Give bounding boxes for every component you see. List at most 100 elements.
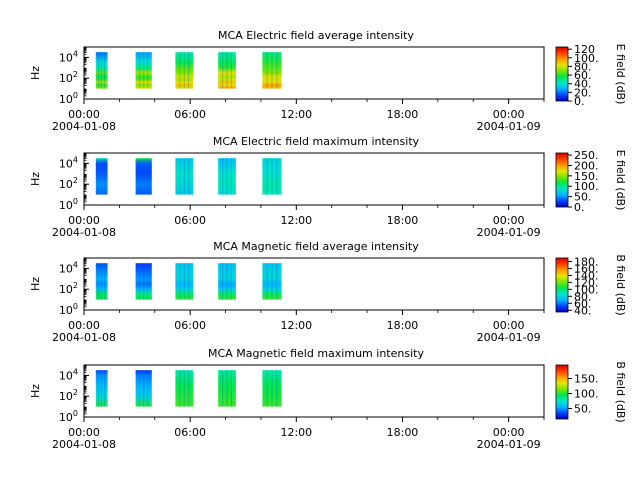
spectrogram-panel-1: MCA Electric field average intensity 100 1… [29,29,627,133]
x-tick-time: 00:00 [68,426,100,439]
spectrogram-panel-2: MCA Electric field maximum intensity 100 1… [29,135,627,239]
spectrogram-segment [95,263,108,300]
colorbar-label: B field (dB) [614,361,627,422]
y-tick-label: 104 [59,260,78,275]
x-tick-date: 2004-01-08 [52,226,116,239]
x-tick-date: 2004-01-08 [52,438,116,451]
x-tick-time: 00:00 [68,319,100,332]
colorbar-tick-label: 250. [574,149,599,162]
y-tick-label: 104 [59,367,78,382]
spectrogram-segment [262,263,282,300]
colorbar-tick-label: 100. [574,180,599,193]
x-tick-date: 2004-01-09 [477,438,541,451]
y-tick-label: 102 [59,388,78,403]
x-tick-date: 2004-01-09 [477,331,541,344]
plot-area [84,258,544,310]
spectrogram-segment [218,158,236,195]
x-tick-time: 00:00 [493,214,525,227]
x-tick-time: 06:00 [174,319,206,332]
plot-area [84,365,544,417]
x-tick-time: 18:00 [387,319,419,332]
colorbar-label: E field (dB) [614,44,627,105]
panel-title: MCA Magnetic field average intensity [213,240,419,253]
x-tick-time: 18:00 [387,108,419,121]
spectrogram-panel-4: MCA Magnetic field maximum intensity 100 1… [29,347,627,451]
colorbar-tick-label: 40. [574,304,592,317]
x-tick-time: 00:00 [493,426,525,439]
colorbar-tick-label: 100. [574,283,599,296]
plot-area [84,47,544,99]
spectrogram-segment [262,158,282,195]
y-tick-label: 104 [59,49,78,64]
x-tick-time: 00:00 [493,319,525,332]
colorbar-tick-label: 180. [574,255,599,268]
colorbar [555,46,569,102]
spectrogram-segment [135,52,152,89]
y-axis-label: Hz [29,172,42,186]
spectrogram-segment [218,263,236,300]
spectrogram-segment [135,263,152,300]
x-tick-time: 12:00 [280,214,312,227]
colorbar-tick-label: 60. [574,69,592,82]
y-axis-label: Hz [29,66,42,80]
x-tick-time: 06:00 [174,214,206,227]
spectrogram-segment [95,158,108,195]
spectrogram-segment [175,263,194,300]
colorbar-tick-label: 150. [574,373,599,386]
x-tick-time: 18:00 [387,214,419,227]
y-tick-label: 102 [59,70,78,85]
colorbar-tick-label: 50. [574,191,592,204]
colorbar-tick-label: 100. [574,388,599,401]
colorbar-tick-label: 100. [574,52,599,65]
y-axis-label: Hz [29,384,42,398]
colorbar [555,152,569,208]
colorbar-tick-label: 150. [574,170,599,183]
colorbar-tick-label: 50. [574,403,592,416]
x-tick-date: 2004-01-08 [52,331,116,344]
x-tick-date: 2004-01-08 [52,120,116,133]
colorbar-tick-label: 140. [574,269,599,282]
y-tick-label: 102 [59,176,78,191]
spectrogram-segment [262,52,282,89]
colorbar-tick-label: 160. [574,262,599,275]
y-tick-label: 102 [59,281,78,296]
spectrogram-segment [262,370,282,407]
colorbar-tick-label: 120. [574,276,599,289]
x-tick-date: 2004-01-09 [477,120,541,133]
panel-title: MCA Electric field maximum intensity [213,135,420,148]
spectrogram-segment [218,52,236,89]
colorbar-tick-label: 80. [574,290,592,303]
y-tick-label: 104 [59,155,78,170]
y-tick-label: 100 [59,91,78,106]
spectrogram-segment [95,370,108,407]
spectrogram-segment [218,370,236,407]
plot-area [84,153,544,205]
panel-title: MCA Magnetic field maximum intensity [208,347,424,360]
colorbar-label: E field (dB) [614,150,627,211]
colorbar-tick-label: 200. [574,159,599,172]
spectrogram-segment [135,370,152,407]
spectrogram-segment [95,52,108,89]
colorbar-tick-label: 0. [574,95,585,108]
x-tick-time: 00:00 [68,214,100,227]
colorbar [555,364,569,420]
spectrogram-segment [175,52,194,89]
y-tick-label: 100 [59,409,78,424]
x-tick-date: 2004-01-09 [477,226,541,239]
spectrogram-segment [175,370,194,407]
y-tick-label: 100 [59,197,78,212]
x-tick-time: 00:00 [493,108,525,121]
colorbar [555,257,569,313]
x-tick-time: 06:00 [174,426,206,439]
x-tick-time: 18:00 [387,426,419,439]
colorbar-tick-label: 80. [574,60,592,73]
y-axis-label: Hz [29,277,42,291]
x-tick-time: 06:00 [174,108,206,121]
colorbar-tick-label: 40. [574,78,592,91]
spectrogram-segment [135,158,152,195]
spectrogram-panel-3: MCA Magnetic field average intensity 100 1… [29,240,627,344]
spectrogram-segment [175,158,194,195]
colorbar-tick-label: 20. [574,86,592,99]
y-tick-label: 100 [59,302,78,317]
